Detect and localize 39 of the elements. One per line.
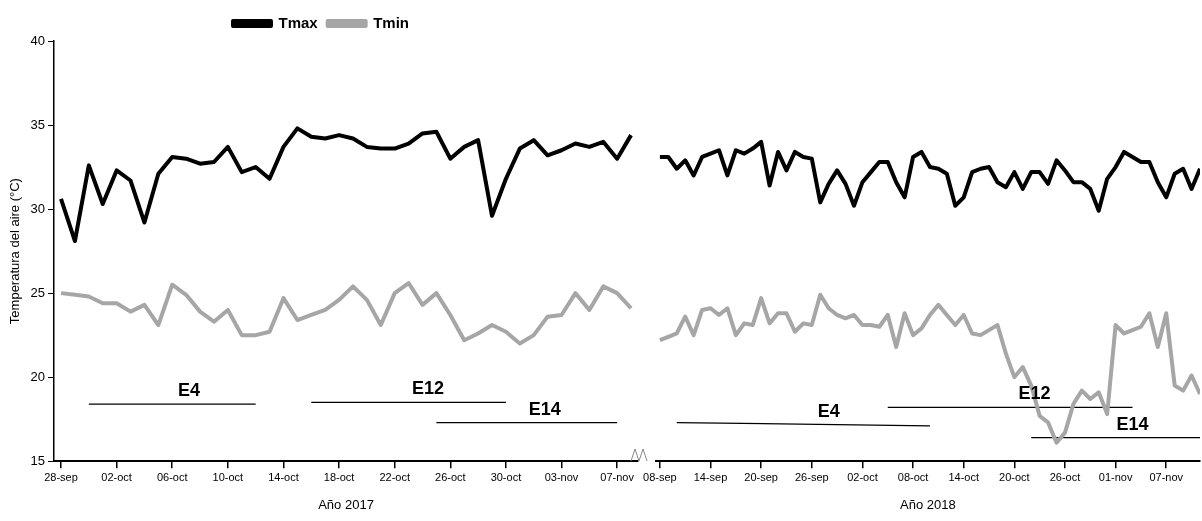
series-label: E14 [1116, 413, 1149, 434]
x-axis-title: Año 2018 [900, 496, 956, 512]
x-tick-label: 07-nov [600, 470, 635, 483]
x-tick-label: 26-oct [1049, 470, 1081, 483]
x-tick-label: 30-oct [490, 470, 522, 483]
x-tick-label: 08-sep [643, 470, 677, 483]
x-tick-label: 14-sep [693, 470, 728, 483]
x-tick-label: 06-oct [156, 470, 188, 483]
series-label: E4 [817, 400, 840, 421]
x-tick-label: 02-oct [101, 470, 132, 483]
series-label: E14 [528, 398, 561, 419]
x-tick-label: 18-oct [323, 470, 355, 483]
x-tick-label: 20-oct [999, 470, 1030, 483]
legend-label: Tmax [278, 13, 319, 31]
x-tick-label: 10-oct [212, 470, 244, 483]
x-tick-label: 03-nov [544, 470, 579, 483]
y-tick-label: 30 [30, 200, 46, 216]
y-tick-label: 20 [30, 368, 46, 384]
y-tick-label: 40 [30, 32, 46, 48]
x-tick-label: 28-sep [44, 470, 78, 483]
x-tick-label: 02-oct [847, 470, 878, 483]
x-tick-label: 07-nov [1149, 470, 1184, 483]
x-tick-label: 22-oct [379, 470, 410, 483]
y-tick-label: 15 [30, 452, 46, 468]
x-tick-label: 20-sep [744, 470, 778, 483]
series-label: E12 [1018, 383, 1051, 404]
y-tick-label: 35 [30, 116, 46, 132]
x-tick-label: 01-nov [1098, 470, 1133, 483]
series-label: E12 [412, 378, 445, 399]
legend-label: Tmin [373, 13, 410, 31]
x-axis-title: Año 2017 [318, 496, 374, 512]
series-label: E4 [177, 380, 200, 401]
y-axis-title: Temperatura del aire (°C) [7, 178, 23, 325]
x-tick-label: 08-oct [897, 470, 929, 483]
x-tick-label: 26-sep [794, 470, 829, 483]
x-tick-label: 26-oct [435, 470, 466, 483]
y-tick-label: 25 [30, 284, 46, 300]
x-tick-label: 14-oct [948, 470, 979, 483]
x-tick-label: 14-oct [268, 470, 299, 483]
